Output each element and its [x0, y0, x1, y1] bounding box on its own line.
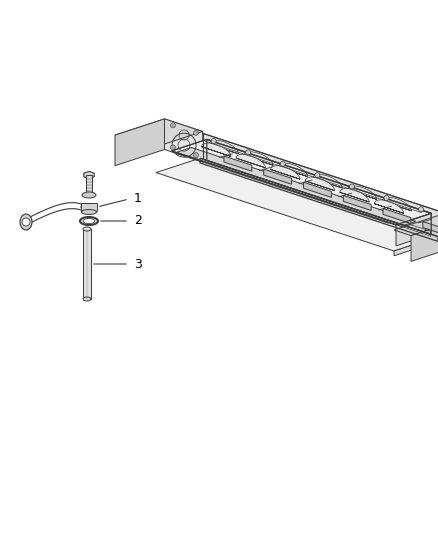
Bar — [81, 203, 97, 211]
Polygon shape — [343, 195, 371, 211]
Polygon shape — [172, 140, 431, 225]
Polygon shape — [305, 177, 335, 191]
Circle shape — [280, 161, 285, 166]
Polygon shape — [394, 215, 438, 236]
Polygon shape — [115, 119, 165, 166]
Ellipse shape — [81, 209, 96, 214]
Polygon shape — [398, 221, 430, 236]
Polygon shape — [286, 184, 318, 199]
Circle shape — [350, 184, 354, 189]
Polygon shape — [224, 156, 252, 171]
Polygon shape — [211, 159, 243, 174]
Circle shape — [194, 152, 198, 158]
Polygon shape — [323, 196, 355, 211]
Bar — [83, 229, 91, 299]
Polygon shape — [200, 158, 438, 241]
Circle shape — [22, 218, 30, 226]
Polygon shape — [249, 171, 280, 187]
Polygon shape — [361, 208, 392, 223]
Circle shape — [419, 207, 424, 212]
Polygon shape — [156, 158, 438, 251]
Bar — [86, 175, 92, 193]
Ellipse shape — [83, 297, 91, 301]
Polygon shape — [340, 189, 369, 202]
Text: 3: 3 — [134, 257, 142, 271]
Polygon shape — [313, 175, 343, 188]
Polygon shape — [115, 119, 203, 148]
Ellipse shape — [83, 227, 91, 231]
Polygon shape — [382, 197, 411, 211]
Circle shape — [211, 139, 216, 143]
Polygon shape — [264, 169, 292, 184]
Polygon shape — [271, 166, 300, 179]
Ellipse shape — [81, 204, 97, 211]
Polygon shape — [383, 208, 411, 223]
Polygon shape — [203, 133, 438, 238]
Polygon shape — [423, 222, 438, 237]
Polygon shape — [207, 140, 431, 235]
Polygon shape — [177, 148, 416, 227]
Circle shape — [315, 173, 320, 177]
Polygon shape — [244, 152, 273, 165]
Polygon shape — [236, 155, 265, 168]
Polygon shape — [374, 200, 404, 213]
Polygon shape — [347, 186, 377, 199]
Circle shape — [170, 123, 176, 128]
Polygon shape — [209, 140, 239, 154]
Polygon shape — [201, 143, 231, 156]
Polygon shape — [304, 182, 332, 197]
Circle shape — [194, 131, 198, 135]
Polygon shape — [165, 119, 203, 162]
Polygon shape — [84, 172, 94, 179]
Polygon shape — [279, 163, 308, 176]
Circle shape — [170, 145, 176, 150]
Polygon shape — [396, 213, 431, 246]
Polygon shape — [411, 220, 438, 261]
Text: 2: 2 — [134, 214, 142, 228]
Circle shape — [384, 196, 389, 200]
Text: 1: 1 — [134, 192, 142, 206]
Polygon shape — [394, 237, 438, 256]
Circle shape — [246, 150, 251, 155]
Ellipse shape — [20, 214, 32, 230]
Ellipse shape — [82, 192, 96, 198]
